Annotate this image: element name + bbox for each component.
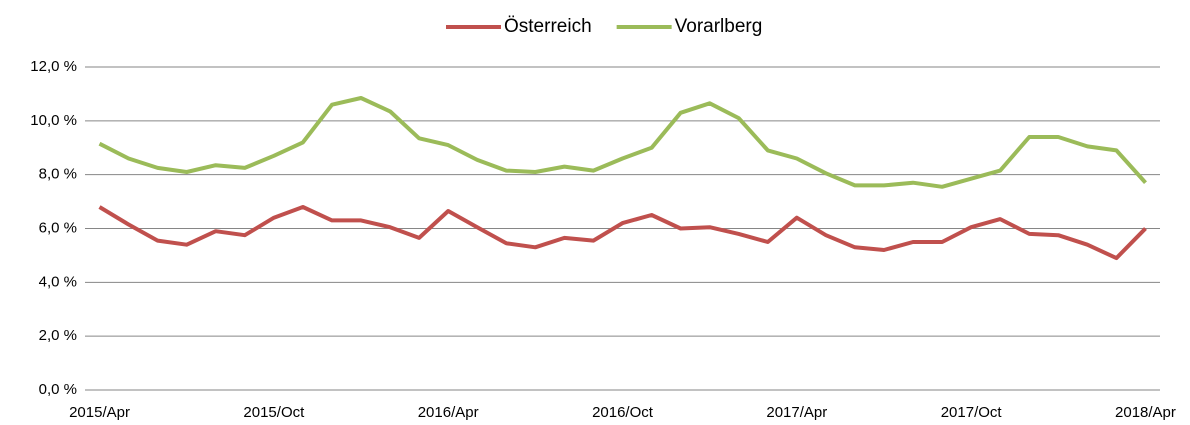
y-tick-label: 8,0 % bbox=[39, 166, 77, 183]
y-tick-label: 2,0 % bbox=[39, 327, 77, 344]
x-tick-label: 2016/Oct bbox=[592, 404, 654, 421]
y-tick-label: 6,0 % bbox=[39, 219, 77, 236]
legend-label: Österreich bbox=[504, 16, 592, 37]
x-tick-label: 2018/Apr bbox=[1115, 404, 1176, 421]
y-tick-label: 0,0 % bbox=[39, 381, 77, 398]
x-tick-label: 2017/Oct bbox=[941, 404, 1003, 421]
y-tick-label: 12,0 % bbox=[30, 58, 77, 75]
series-line bbox=[98, 96, 1147, 189]
series-line bbox=[98, 205, 1147, 261]
y-tick-label: 4,0 % bbox=[39, 273, 77, 290]
x-tick-label: 2015/Oct bbox=[243, 404, 305, 421]
x-tick-label: 2017/Apr bbox=[766, 404, 827, 421]
legend-label: Vorarlberg bbox=[675, 16, 763, 37]
x-tick-label: 2015/Apr bbox=[69, 404, 130, 421]
y-tick-label: 10,0 % bbox=[30, 112, 77, 129]
x-tick-label: 2016/Apr bbox=[418, 404, 479, 421]
